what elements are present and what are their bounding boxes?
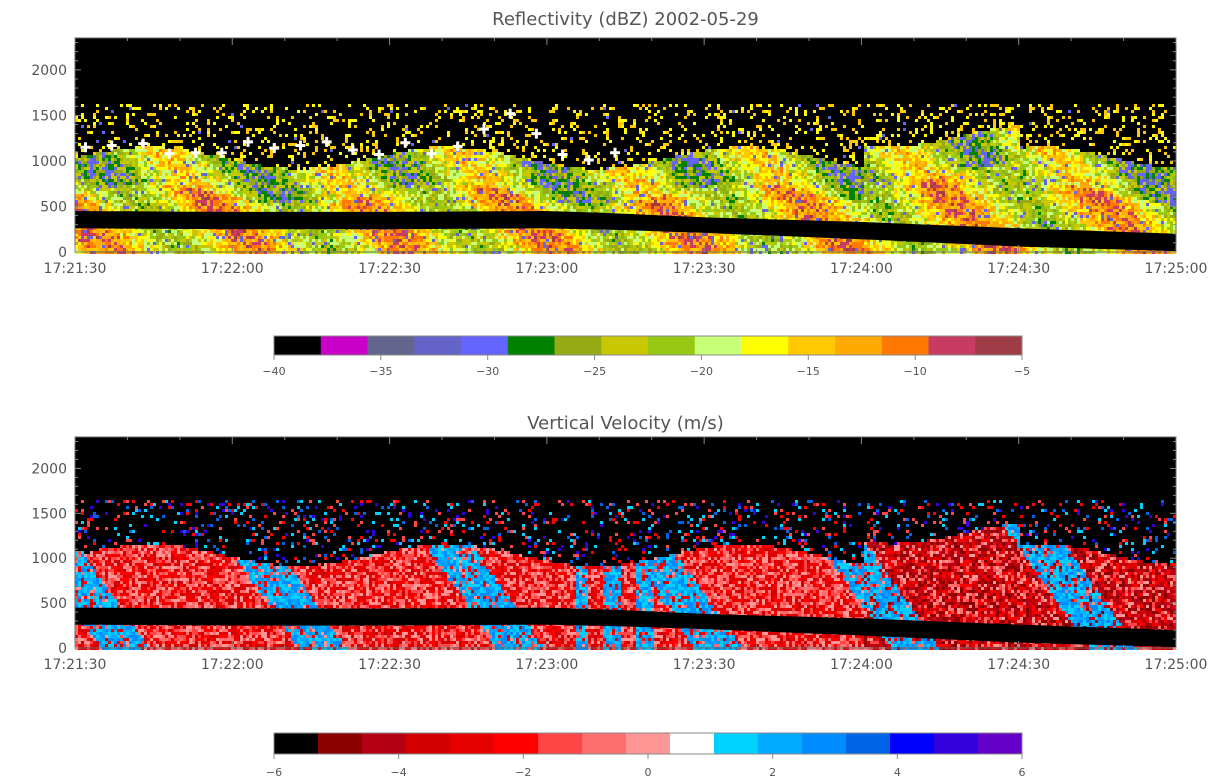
- colorbar-swatch: [802, 733, 847, 754]
- colorbar-swatch: [508, 336, 555, 355]
- colorbar-swatch: [788, 336, 835, 355]
- x-tick-label: 17:24:00: [830, 657, 893, 673]
- colorbar-swatch: [368, 336, 415, 355]
- colorbar-tick-label: −2: [515, 766, 531, 779]
- colorbar-tick-label: −4: [391, 766, 407, 779]
- x-tick-label: 17:23:00: [515, 261, 578, 277]
- colorbar-swatch: [555, 336, 602, 355]
- colorbar-tick-label: −6: [266, 766, 282, 779]
- colorbar-tick-label: −20: [690, 365, 713, 378]
- x-tick-label: 17:21:30: [44, 261, 107, 277]
- colorbar-swatch: [318, 733, 363, 754]
- colorbar-swatch: [582, 733, 627, 754]
- colorbar-swatch: [975, 336, 1022, 355]
- x-tick-label: 17:22:00: [201, 261, 264, 277]
- colorbar-swatch: [934, 733, 979, 754]
- colorbar-swatch: [450, 733, 495, 754]
- colorbar-tick-label: 6: [1019, 766, 1026, 779]
- colorbar-tick-label: −35: [369, 365, 392, 378]
- y-tick-label: 2000: [31, 461, 67, 477]
- colorbar-swatch: [406, 733, 451, 754]
- x-tick-label: 17:23:30: [673, 261, 736, 277]
- colorbar-tick-label: 2: [769, 766, 776, 779]
- colorbar-swatch: [929, 336, 976, 355]
- x-tick-label: 17:24:00: [830, 261, 893, 277]
- colorbar-swatch: [846, 733, 891, 754]
- colorbar-swatch: [890, 733, 935, 754]
- reflectivity-panel: Reflectivity (dBZ) 2002-05-29 0 500 1000 150…: [31, 9, 1207, 277]
- colorbar-tick-label: −10: [904, 365, 927, 378]
- colorbar-swatch: [835, 336, 882, 355]
- colorbar-swatch: [882, 336, 929, 355]
- colorbar-tick-label: −5: [1014, 365, 1030, 378]
- chart-title: Reflectivity (dBZ) 2002-05-29: [492, 9, 759, 30]
- reflectivity-colorbar: −40 −35 −30 −25 −20 −15 −10 −5: [262, 336, 1030, 378]
- x-tick-label: 17:24:30: [987, 261, 1050, 277]
- x-tick-label: 17:25:00: [1145, 261, 1208, 277]
- colorbar-swatch: [538, 733, 583, 754]
- chart-title: Vertical Velocity (m/s): [527, 413, 723, 434]
- x-tick-label: 17:22:30: [358, 261, 421, 277]
- y-tick-label: 1500: [31, 506, 67, 522]
- y-tick-label: 1500: [31, 108, 67, 124]
- colorbar-swatch: [362, 733, 407, 754]
- colorbar-swatch: [414, 336, 461, 355]
- y-tick-label: 1000: [31, 551, 67, 567]
- velocity-panel: Vertical Velocity (m/s) 0 500 1000 1500 2000 1…: [31, 413, 1207, 673]
- colorbar-swatch: [742, 336, 789, 355]
- colorbar-swatch: [274, 336, 321, 355]
- x-tick-label: 17:25:00: [1145, 657, 1208, 673]
- colorbar-swatch: [648, 336, 695, 355]
- y-tick-label: 0: [58, 641, 67, 657]
- colorbar-tick-label: −15: [797, 365, 820, 378]
- x-tick-label: 17:22:30: [358, 657, 421, 673]
- colorbar-tick-label: −40: [262, 365, 285, 378]
- y-tick-label: 500: [40, 596, 67, 612]
- colorbar-tick-label: 4: [894, 766, 901, 779]
- colorbar-swatch: [461, 336, 508, 355]
- y-tick-label: 500: [40, 199, 67, 215]
- colorbar-swatch: [321, 336, 368, 355]
- colorbar-swatch: [714, 733, 759, 754]
- colorbar-swatch: [494, 733, 539, 754]
- colorbar-swatch: [978, 733, 1023, 754]
- colorbar-swatch: [601, 336, 648, 355]
- x-tick-label: 17:23:30: [673, 657, 736, 673]
- colorbar-tick-label: −25: [583, 365, 606, 378]
- colorbar-swatch: [758, 733, 803, 754]
- y-tick-label: 2000: [31, 63, 67, 79]
- colorbar-swatch: [274, 733, 319, 754]
- colorbar-tick-label: −30: [476, 365, 499, 378]
- y-tick-label: 1000: [31, 154, 67, 170]
- velocity-colorbar: −6 −4 −2 0 2 4 6: [266, 733, 1026, 779]
- x-tick-label: 17:24:30: [987, 657, 1050, 673]
- x-tick-label: 17:22:00: [201, 657, 264, 673]
- colorbar-swatch: [695, 336, 742, 355]
- colorbar-swatch: [670, 733, 715, 754]
- y-tick-label: 0: [58, 245, 67, 261]
- x-tick-label: 17:21:30: [44, 657, 107, 673]
- colorbar-swatch: [626, 733, 671, 754]
- x-tick-label: 17:23:00: [515, 657, 578, 673]
- colorbar-tick-label: 0: [645, 766, 652, 779]
